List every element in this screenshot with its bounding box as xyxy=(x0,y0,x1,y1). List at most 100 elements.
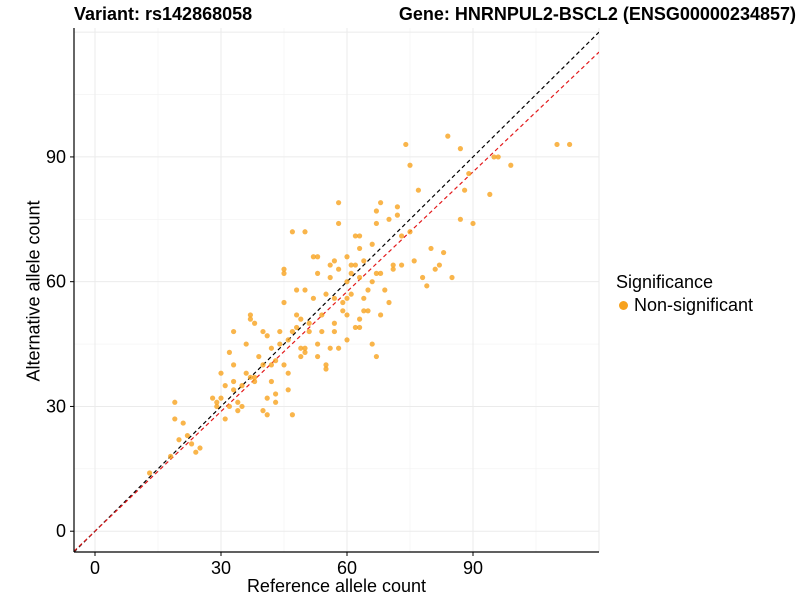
data-point xyxy=(394,204,400,210)
data-point xyxy=(302,287,308,293)
data-point xyxy=(281,362,287,368)
data-point xyxy=(294,324,300,331)
data-point xyxy=(302,345,308,351)
data-point xyxy=(172,416,178,422)
data-point xyxy=(331,320,337,326)
data-point xyxy=(310,295,316,301)
data-point xyxy=(369,241,375,247)
data-point xyxy=(168,453,174,459)
data-point xyxy=(243,341,249,347)
data-point xyxy=(247,316,253,322)
y-tick-label: 0 xyxy=(56,521,66,541)
data-point xyxy=(432,266,438,272)
data-point xyxy=(210,395,216,401)
data-point xyxy=(357,233,363,239)
data-point xyxy=(462,187,468,193)
data-point xyxy=(239,403,245,410)
identity-line xyxy=(74,31,599,552)
data-point xyxy=(466,170,472,177)
data-point xyxy=(180,420,186,426)
data-point xyxy=(277,328,283,335)
data-point xyxy=(340,299,346,306)
data-point xyxy=(218,370,224,376)
data-point xyxy=(336,220,342,227)
data-point xyxy=(285,370,291,376)
data-point xyxy=(231,378,237,385)
x-tick-label: 30 xyxy=(211,558,231,578)
x-tick-label: 0 xyxy=(90,558,100,578)
legend-key-dot xyxy=(619,301,628,310)
data-point xyxy=(336,200,342,206)
tick-labels: 0 30 60 90 0 30 60 90 xyxy=(46,147,483,578)
x-tick-label: 60 xyxy=(337,558,357,578)
data-point xyxy=(184,432,190,439)
data-point xyxy=(226,403,232,410)
data-point xyxy=(176,437,182,443)
data-point xyxy=(231,362,237,368)
data-point xyxy=(273,358,279,364)
y-tick-label: 60 xyxy=(46,272,66,292)
data-point xyxy=(315,341,321,347)
data-point xyxy=(331,328,337,335)
data-point xyxy=(378,200,384,206)
legend-label: Non-significant xyxy=(634,295,754,315)
axes xyxy=(70,28,599,556)
data-point xyxy=(298,316,304,322)
x-axis-label: Reference allele count xyxy=(246,576,427,596)
data-point xyxy=(306,328,312,335)
data-point xyxy=(449,274,455,281)
data-point xyxy=(394,212,400,218)
data-point xyxy=(365,308,371,314)
data-point xyxy=(457,146,463,152)
data-point xyxy=(390,262,396,268)
data-point xyxy=(357,316,363,322)
data-point xyxy=(172,399,178,405)
data-point xyxy=(373,220,379,227)
data-point xyxy=(247,312,253,318)
data-point xyxy=(323,291,329,297)
data-point xyxy=(294,287,300,293)
grid-lines xyxy=(74,28,600,552)
data-point xyxy=(226,349,232,355)
y-tick-label: 30 xyxy=(46,396,66,416)
data-point xyxy=(260,362,266,368)
data-point xyxy=(378,312,384,318)
data-point xyxy=(365,287,371,293)
data-point xyxy=(260,408,266,414)
data-point xyxy=(344,279,350,285)
data-point xyxy=(285,337,291,343)
data-point xyxy=(336,266,342,272)
data-point xyxy=(403,141,409,148)
data-point xyxy=(348,291,354,297)
data-point xyxy=(298,345,304,351)
data-point xyxy=(495,154,501,160)
data-point xyxy=(277,341,283,347)
data-point xyxy=(268,345,274,351)
data-point xyxy=(357,245,363,252)
data-point xyxy=(344,254,350,260)
data-point xyxy=(260,328,266,335)
data-point xyxy=(323,362,329,368)
data-point xyxy=(487,191,493,197)
data-point xyxy=(470,220,476,227)
data-point xyxy=(235,399,241,405)
data-point xyxy=(222,383,228,389)
data-point xyxy=(378,270,384,276)
data-point xyxy=(281,299,287,306)
data-point xyxy=(302,229,308,235)
x-tick-label: 90 xyxy=(463,558,483,578)
data-point xyxy=(247,374,253,380)
data-point xyxy=(348,270,354,276)
data-point xyxy=(386,299,392,306)
data-point xyxy=(315,270,321,276)
data-point xyxy=(344,337,350,343)
data-point xyxy=(411,258,417,264)
data-point xyxy=(436,262,442,268)
y-tick-label: 90 xyxy=(46,147,66,167)
data-point xyxy=(319,312,325,318)
y-axis-label: Alternative allele count xyxy=(23,200,44,382)
data-point xyxy=(399,262,405,268)
data-point xyxy=(231,328,237,335)
data-point xyxy=(281,266,287,272)
